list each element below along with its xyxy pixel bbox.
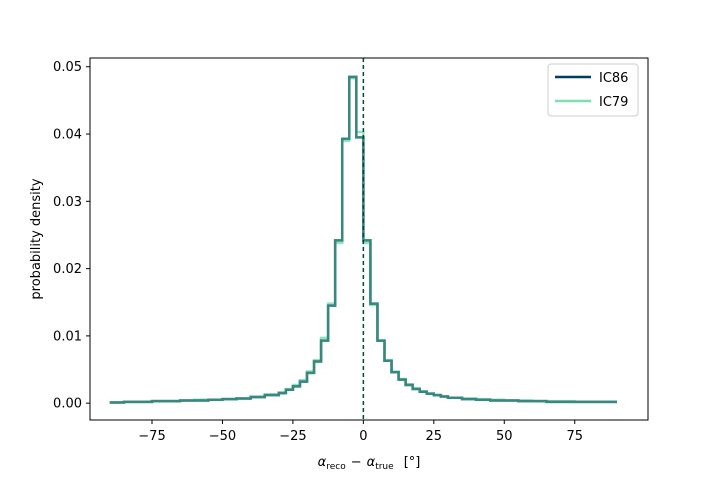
x-label-true-symbol: α — [367, 455, 376, 470]
series-overlap-blend — [109, 75, 617, 404]
x-tick-label: 25 — [426, 429, 443, 444]
y-tick-label: 0.05 — [53, 60, 82, 75]
x-label-unit: [°] — [404, 455, 421, 470]
legend-label-ic86: IC86 — [599, 71, 628, 86]
x-tick-label: 50 — [496, 429, 513, 444]
x-tick-label: 75 — [566, 429, 583, 444]
x-tick-label: −25 — [279, 429, 306, 444]
x-axis-label: αreco − αtrue [°] — [318, 455, 421, 472]
legend: IC86 IC79 — [547, 63, 639, 117]
y-tick-label: 0.02 — [53, 262, 82, 277]
y-tick-label: 0.00 — [53, 397, 82, 412]
y-tick-label: 0.04 — [53, 128, 82, 143]
x-label-minus: − — [351, 455, 362, 470]
x-axis-ticks: −75 −50 −25 0 25 50 75 — [138, 420, 583, 444]
x-label-true-subscript: true — [375, 462, 394, 472]
x-tick-label: −50 — [209, 429, 236, 444]
x-label-reco-symbol: α — [318, 455, 327, 470]
y-axis-ticks: 0.00 0.01 0.02 0.03 0.04 0.05 — [53, 60, 90, 412]
plot-frame — [89, 57, 649, 421]
x-tick-label: −75 — [138, 429, 165, 444]
y-tick-label: 0.01 — [53, 329, 82, 344]
y-tick-label: 0.03 — [53, 195, 82, 210]
y-axis-label: probability density — [29, 178, 44, 299]
series-layer — [109, 75, 617, 404]
legend-label-ic79: IC79 — [599, 95, 628, 110]
x-tick-label: 0 — [359, 429, 367, 444]
x-label-reco-subscript: reco — [326, 462, 346, 472]
series-line-ic86 — [109, 75, 617, 404]
